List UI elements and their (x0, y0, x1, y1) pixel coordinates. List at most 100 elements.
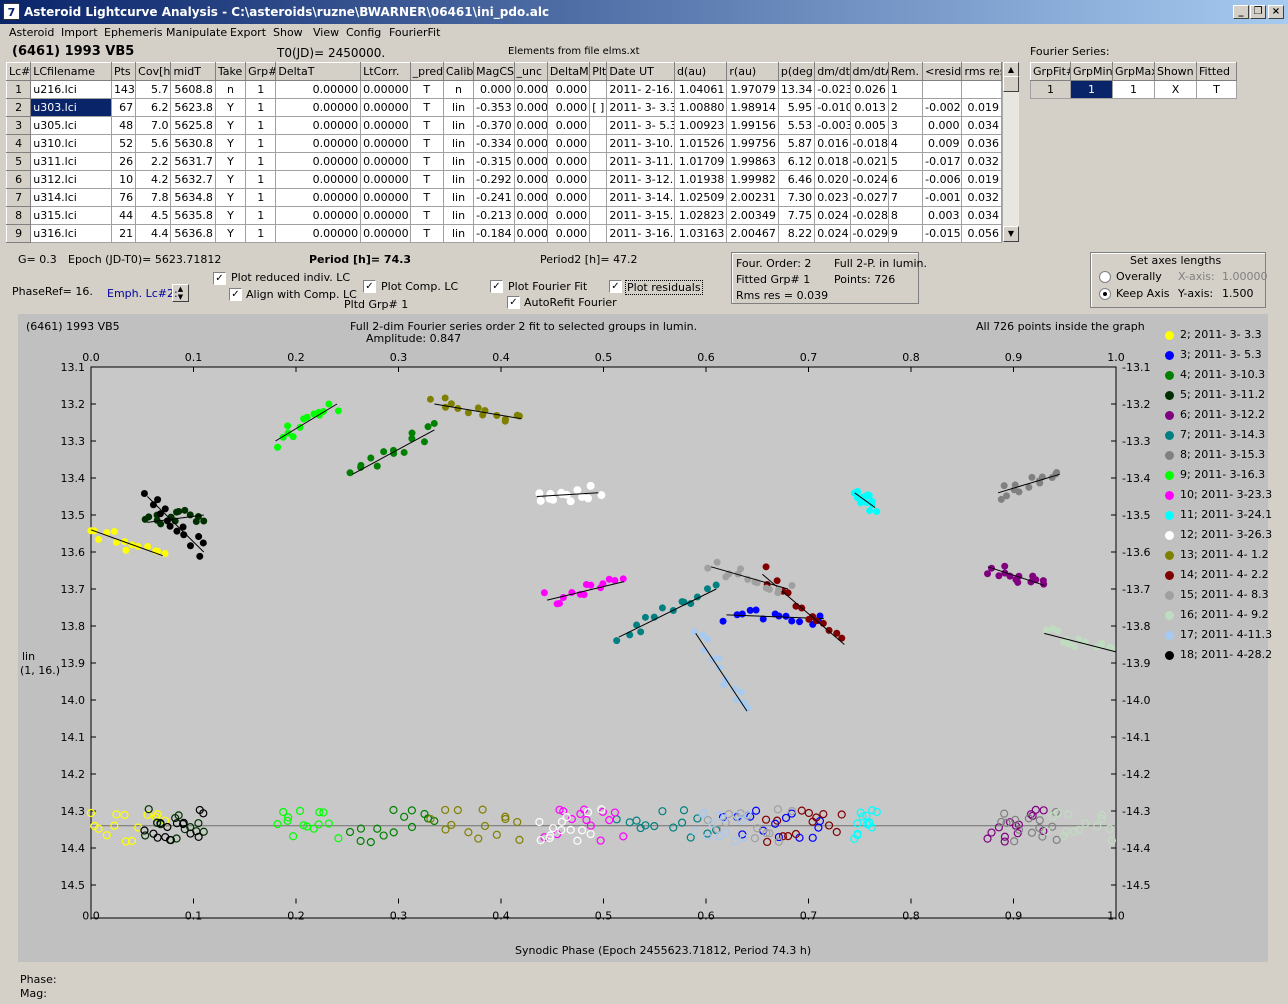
table-cell[interactable]: 9 (887, 224, 924, 243)
table-cell[interactable]: Y (214, 206, 247, 225)
table-cell[interactable]: u305.lci (30, 116, 112, 135)
table-cell[interactable]: 2 (5, 98, 32, 117)
table-cell[interactable] (589, 188, 608, 207)
table-cell[interactable]: 8 (5, 206, 32, 225)
table-cell[interactable]: Y (214, 224, 247, 243)
table-cell[interactable]: Y (214, 152, 247, 171)
table-cell[interactable]: 4 (887, 134, 924, 153)
plot-canvas[interactable]: 0.0 0.0 0.1 0.1 0.2 0.2 0.3 0.3 0.4 0.4 0.5 0.5 0.6 0… (18, 314, 1268, 962)
menu-fourierfit[interactable]: FourierFit (389, 26, 441, 39)
table-cell[interactable]: Y (214, 170, 247, 189)
table-cell[interactable]: 8 (887, 206, 924, 225)
table-cell[interactable]: 0.000 (473, 80, 515, 99)
table-cell[interactable]: 5.87 (777, 134, 816, 153)
table-cell[interactable]: 0.019 (961, 98, 1002, 117)
table-cell[interactable]: 7 (887, 188, 924, 207)
col-header[interactable]: Cov[h] (135, 62, 172, 81)
table-cell[interactable]: -0.353 (473, 98, 515, 117)
table-cell[interactable]: 1 (245, 188, 277, 207)
table-cell[interactable]: 1.00880 (673, 98, 728, 117)
table-cell[interactable]: 5.53 (777, 116, 816, 135)
table-cell[interactable]: 5608.8 (170, 80, 216, 99)
table-cell[interactable]: 0.024 (814, 206, 851, 225)
table-cell[interactable]: 5.7 (135, 80, 172, 99)
table-cell[interactable]: T (409, 116, 444, 135)
table-cell[interactable]: -0.003 (814, 116, 851, 135)
table-cell[interactable]: -0.006 (922, 170, 963, 189)
table-cell[interactable] (589, 152, 608, 171)
period2-value[interactable]: Period2 [h]= 47.2 (540, 253, 638, 266)
table-cell[interactable]: 0.000 (513, 80, 548, 99)
table-cell[interactable]: 1 (245, 116, 277, 135)
col-header[interactable]: Date UT (606, 62, 675, 81)
col-header[interactable]: LCfilename (30, 62, 112, 81)
table-cell[interactable]: -0.029 (849, 224, 889, 243)
table-cell[interactable]: u314.lci (30, 188, 112, 207)
table-cell[interactable]: 5630.8 (170, 134, 216, 153)
table-cell[interactable]: 13.34 (777, 80, 816, 99)
menu-import[interactable]: Import (61, 26, 98, 39)
table-cell[interactable] (922, 80, 963, 99)
table-cell[interactable] (589, 170, 608, 189)
table-cell[interactable]: 1.02509 (673, 188, 728, 207)
col-header[interactable]: _pred. (409, 62, 444, 81)
table-cell[interactable]: 2.2 (135, 152, 172, 171)
table-cell[interactable]: 1 (245, 152, 277, 171)
table-cell[interactable]: 3 (887, 116, 924, 135)
table-cell[interactable]: 0.00000 (360, 80, 411, 99)
table-cell[interactable]: 0.000 (513, 224, 548, 243)
fourier-table[interactable]: GrpFit# GrpMin GrpMax Shown Fitted 1 1 1… (1030, 62, 1237, 99)
plot-residuals-checkbox[interactable]: ✓ (609, 280, 622, 293)
table-cell[interactable]: 8.22 (777, 224, 816, 243)
table-cell[interactable]: 44 (110, 206, 137, 225)
table-cell[interactable]: -0.021 (849, 152, 889, 171)
table-cell[interactable]: 0.00000 (275, 80, 362, 99)
period-value[interactable]: Period [h]= 74.3 (309, 253, 412, 266)
table-cell[interactable]: 0.00000 (360, 116, 411, 135)
col-header[interactable]: dm/dt (814, 62, 851, 81)
table-cell[interactable]: 0.000 (513, 206, 548, 225)
col-header[interactable]: DeltaT (275, 62, 362, 81)
table-cell[interactable]: 1.01709 (673, 152, 728, 171)
cell-grpmax[interactable]: 1 (1112, 80, 1155, 99)
table-cell[interactable]: T (409, 224, 444, 243)
table-cell[interactable]: 1 (245, 98, 277, 117)
table-cell[interactable]: 0.000 (513, 152, 548, 171)
table-cell[interactable]: u310.lci (30, 134, 112, 153)
table-cell[interactable]: -0.315 (473, 152, 515, 171)
table-cell[interactable]: T (409, 98, 444, 117)
table-cell[interactable]: 0.000 (546, 206, 591, 225)
table-cell[interactable]: 0.00000 (360, 98, 411, 117)
table-cell[interactable]: 5632.7 (170, 170, 216, 189)
table-cell[interactable]: 0.00000 (275, 224, 362, 243)
table-cell[interactable]: Y (214, 188, 247, 207)
table-cell[interactable]: 1.99756 (726, 134, 779, 153)
close-button[interactable]: × (1268, 5, 1284, 19)
col-header[interactable]: p(deg) (777, 62, 816, 81)
table-cell[interactable]: 5623.8 (170, 98, 216, 117)
table-cell[interactable]: -0.023 (814, 80, 851, 99)
table-cell[interactable]: -0.370 (473, 116, 515, 135)
table-cell[interactable] (589, 116, 608, 135)
table-cell[interactable]: 5634.8 (170, 188, 216, 207)
table-cell[interactable]: lin (442, 206, 475, 225)
table-cell[interactable]: 0.00000 (360, 134, 411, 153)
table-cell[interactable]: 1 (245, 224, 277, 243)
table-cell[interactable]: 5 (5, 152, 32, 171)
cell-fitted[interactable]: T (1196, 80, 1237, 99)
table-cell[interactable]: u303.lci (30, 98, 112, 117)
table-cell[interactable]: 1 (245, 134, 277, 153)
table-cell[interactable]: 2.00467 (726, 224, 779, 243)
table-cell[interactable]: T (409, 188, 444, 207)
table-cell[interactable]: 0.00000 (275, 98, 362, 117)
table-cell[interactable]: 0.00000 (360, 170, 411, 189)
table-cell[interactable]: -0.292 (473, 170, 515, 189)
table-cell[interactable]: 0.056 (961, 224, 1002, 243)
table-cell[interactable]: -0.001 (922, 188, 963, 207)
table-cell[interactable]: -0.010 (814, 98, 851, 117)
table-cell[interactable]: 0.024 (814, 224, 851, 243)
table-cell[interactable]: 143 (110, 80, 137, 99)
table-cell[interactable]: 67 (110, 98, 137, 117)
